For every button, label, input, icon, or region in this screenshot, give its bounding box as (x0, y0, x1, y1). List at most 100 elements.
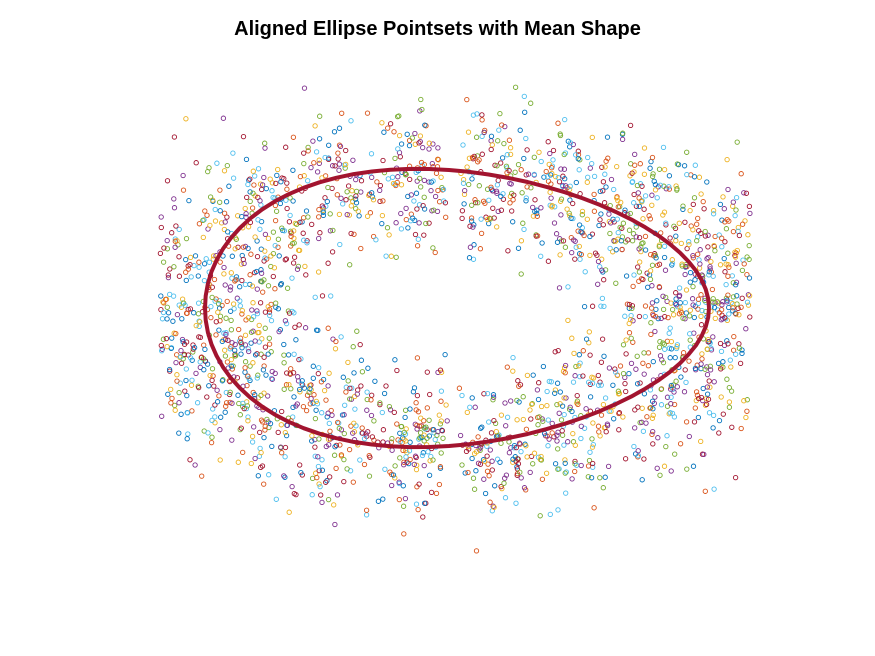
data-point (470, 475, 477, 481)
data-point (309, 221, 315, 228)
data-point (691, 174, 698, 180)
data-point (587, 252, 593, 259)
data-point (734, 139, 740, 145)
data-point (300, 230, 306, 236)
data-point (683, 379, 689, 386)
data-point (414, 206, 420, 212)
data-point (669, 306, 676, 313)
data-point (578, 462, 584, 469)
data-point (658, 402, 665, 408)
data-point (633, 203, 640, 209)
data-point (641, 206, 647, 212)
data-point (203, 256, 209, 262)
data-point (395, 146, 401, 152)
data-point (538, 457, 545, 463)
data-point (514, 464, 520, 470)
data-point (684, 171, 690, 178)
data-point (313, 149, 320, 155)
data-point (515, 456, 521, 462)
data-point (209, 417, 215, 424)
data-point (667, 410, 673, 416)
data-point (254, 253, 261, 260)
data-point (305, 148, 311, 154)
data-point (504, 414, 511, 420)
data-point (649, 283, 655, 289)
data-point (690, 252, 696, 259)
data-point (687, 207, 693, 214)
data-point (561, 442, 567, 448)
data-point (281, 341, 287, 348)
data-point (611, 416, 617, 422)
data-point (668, 346, 675, 352)
data-point (471, 242, 477, 248)
data-point (571, 350, 577, 357)
data-point (278, 280, 285, 287)
data-point (477, 444, 484, 451)
data-point (196, 259, 202, 265)
data-point (562, 457, 568, 463)
data-point (334, 492, 341, 498)
data-point (329, 249, 336, 255)
data-point (158, 214, 164, 220)
data-point (743, 414, 749, 421)
data-point (626, 301, 633, 308)
data-point (288, 386, 294, 392)
data-point (426, 146, 432, 152)
data-point (599, 164, 605, 170)
data-point (265, 351, 271, 357)
data-point (311, 392, 317, 398)
data-point (363, 512, 370, 518)
data-point (325, 383, 331, 389)
data-point (569, 249, 575, 256)
data-point (672, 300, 679, 307)
data-point (494, 182, 501, 188)
data-point (372, 378, 378, 384)
data-point (608, 220, 614, 226)
data-point (221, 264, 227, 271)
data-point (279, 225, 285, 231)
data-point (284, 186, 290, 192)
data-point (668, 394, 674, 400)
data-point (307, 382, 313, 389)
data-point (505, 248, 511, 254)
data-point (561, 395, 567, 401)
data-point (661, 183, 667, 189)
data-point (484, 390, 491, 397)
data-point (529, 401, 535, 407)
data-point (536, 149, 542, 155)
data-point (234, 375, 241, 381)
data-point (459, 462, 465, 468)
data-point (436, 412, 442, 418)
data-point (695, 414, 702, 421)
data-point (294, 266, 301, 272)
data-point (400, 503, 407, 509)
data-point (402, 172, 409, 178)
data-point (561, 166, 568, 172)
data-point (440, 186, 447, 193)
data-point (160, 309, 167, 316)
data-point (188, 382, 195, 388)
data-point (237, 338, 243, 344)
data-point (538, 453, 544, 460)
data-point (230, 301, 237, 307)
data-point (301, 150, 307, 156)
data-point (600, 179, 607, 185)
data-point (615, 229, 621, 236)
data-point (691, 419, 698, 425)
data-point (672, 354, 678, 361)
data-point (636, 234, 643, 241)
data-point (590, 420, 596, 426)
data-point (724, 156, 730, 163)
data-point (559, 432, 566, 438)
data-point (673, 378, 679, 384)
data-point (421, 432, 427, 438)
data-point (555, 507, 561, 513)
data-point (254, 308, 260, 314)
data-point (552, 173, 559, 180)
data-point (438, 174, 444, 180)
data-point (555, 120, 561, 126)
data-point (295, 374, 301, 380)
data-point (647, 216, 653, 222)
data-point (196, 323, 202, 330)
